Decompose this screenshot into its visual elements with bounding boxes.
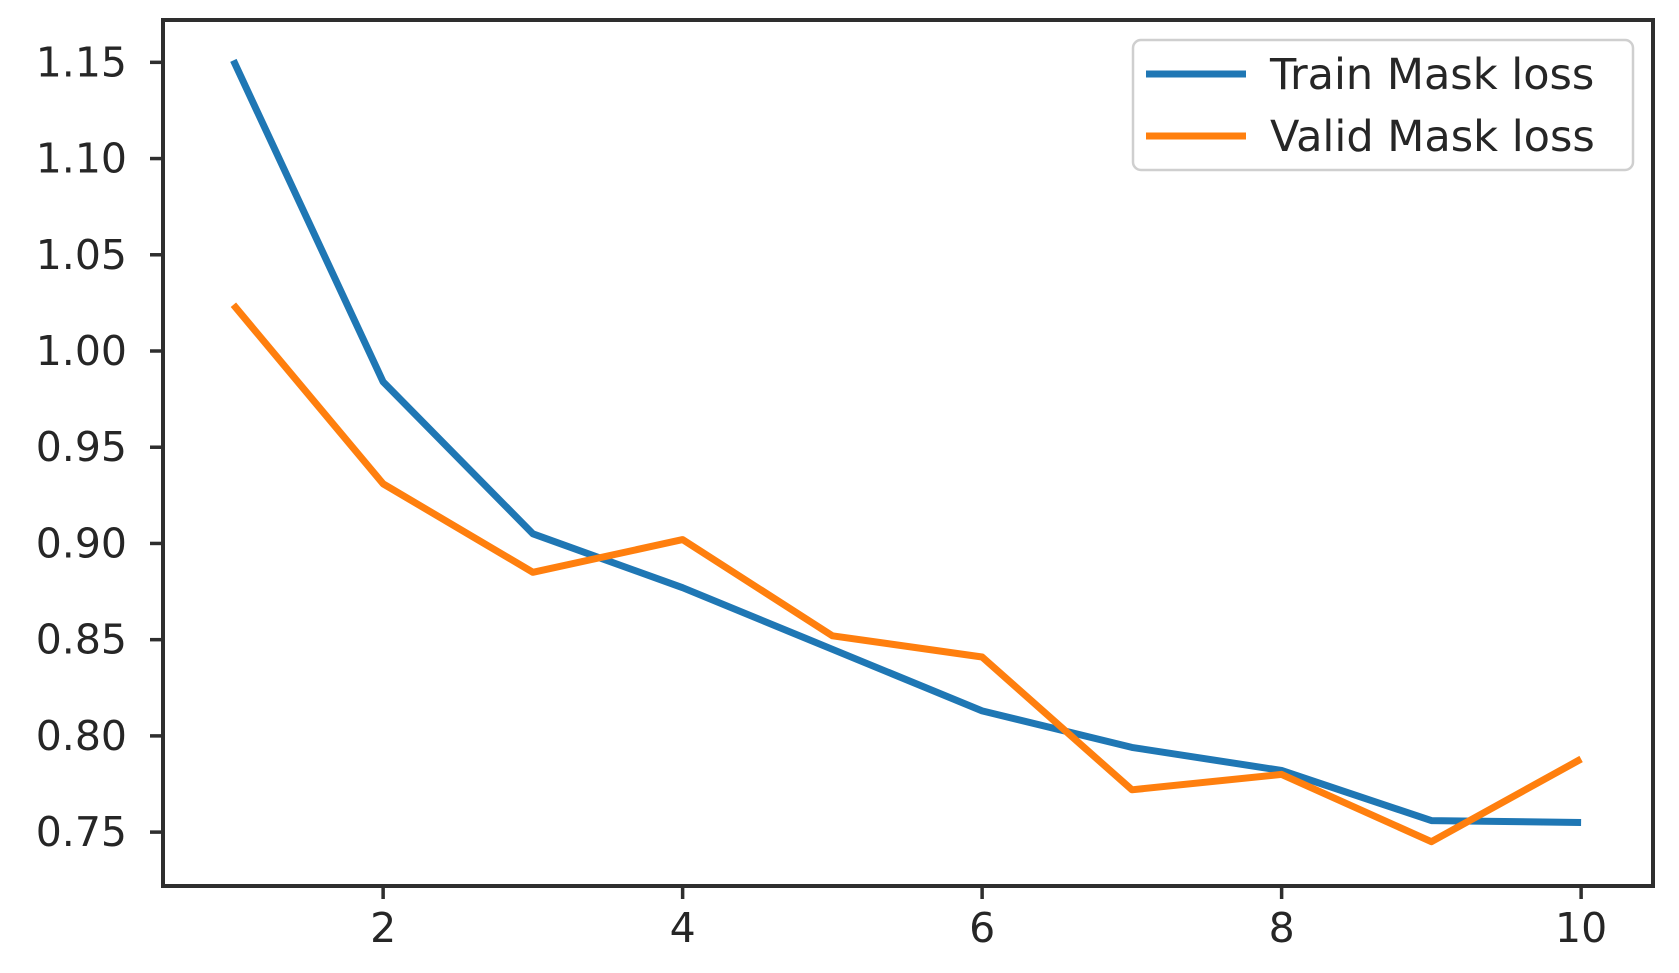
y-tick-label: 0.95 — [36, 423, 127, 471]
y-tick-label: 1.05 — [36, 231, 127, 279]
y-tick-label: 0.90 — [36, 519, 127, 567]
valid-loss-line — [230, 302, 1583, 846]
x-tick-label: 8 — [1269, 904, 1295, 952]
axes-spines — [161, 18, 1655, 888]
x-tick-label: 4 — [670, 904, 696, 952]
legend-label-valid: Valid Mask loss — [1270, 112, 1595, 162]
x-tick-label: 2 — [370, 904, 396, 952]
y-tick-label: 1.00 — [36, 327, 127, 375]
legend: Train Mask loss Valid Mask loss — [1131, 38, 1635, 172]
y-tick-label: 0.85 — [36, 616, 127, 664]
y-tick-label: 0.80 — [36, 712, 127, 760]
plot-area: 2 4 6 8 10 0.75 0.80 0.85 0.90 0.95 1.00 1.05 1.10 1.… — [36, 18, 1655, 952]
y-tick-label: 1.15 — [36, 38, 127, 86]
train-loss-line — [230, 58, 1582, 826]
legend-box — [1131, 38, 1635, 172]
x-tick-label: 6 — [969, 904, 995, 952]
legend-label-train: Train Mask loss — [1269, 50, 1594, 100]
y-tick-label: 1.10 — [36, 135, 127, 183]
y-tick-label: 0.75 — [36, 808, 127, 856]
x-tick-label: 10 — [1555, 904, 1607, 952]
